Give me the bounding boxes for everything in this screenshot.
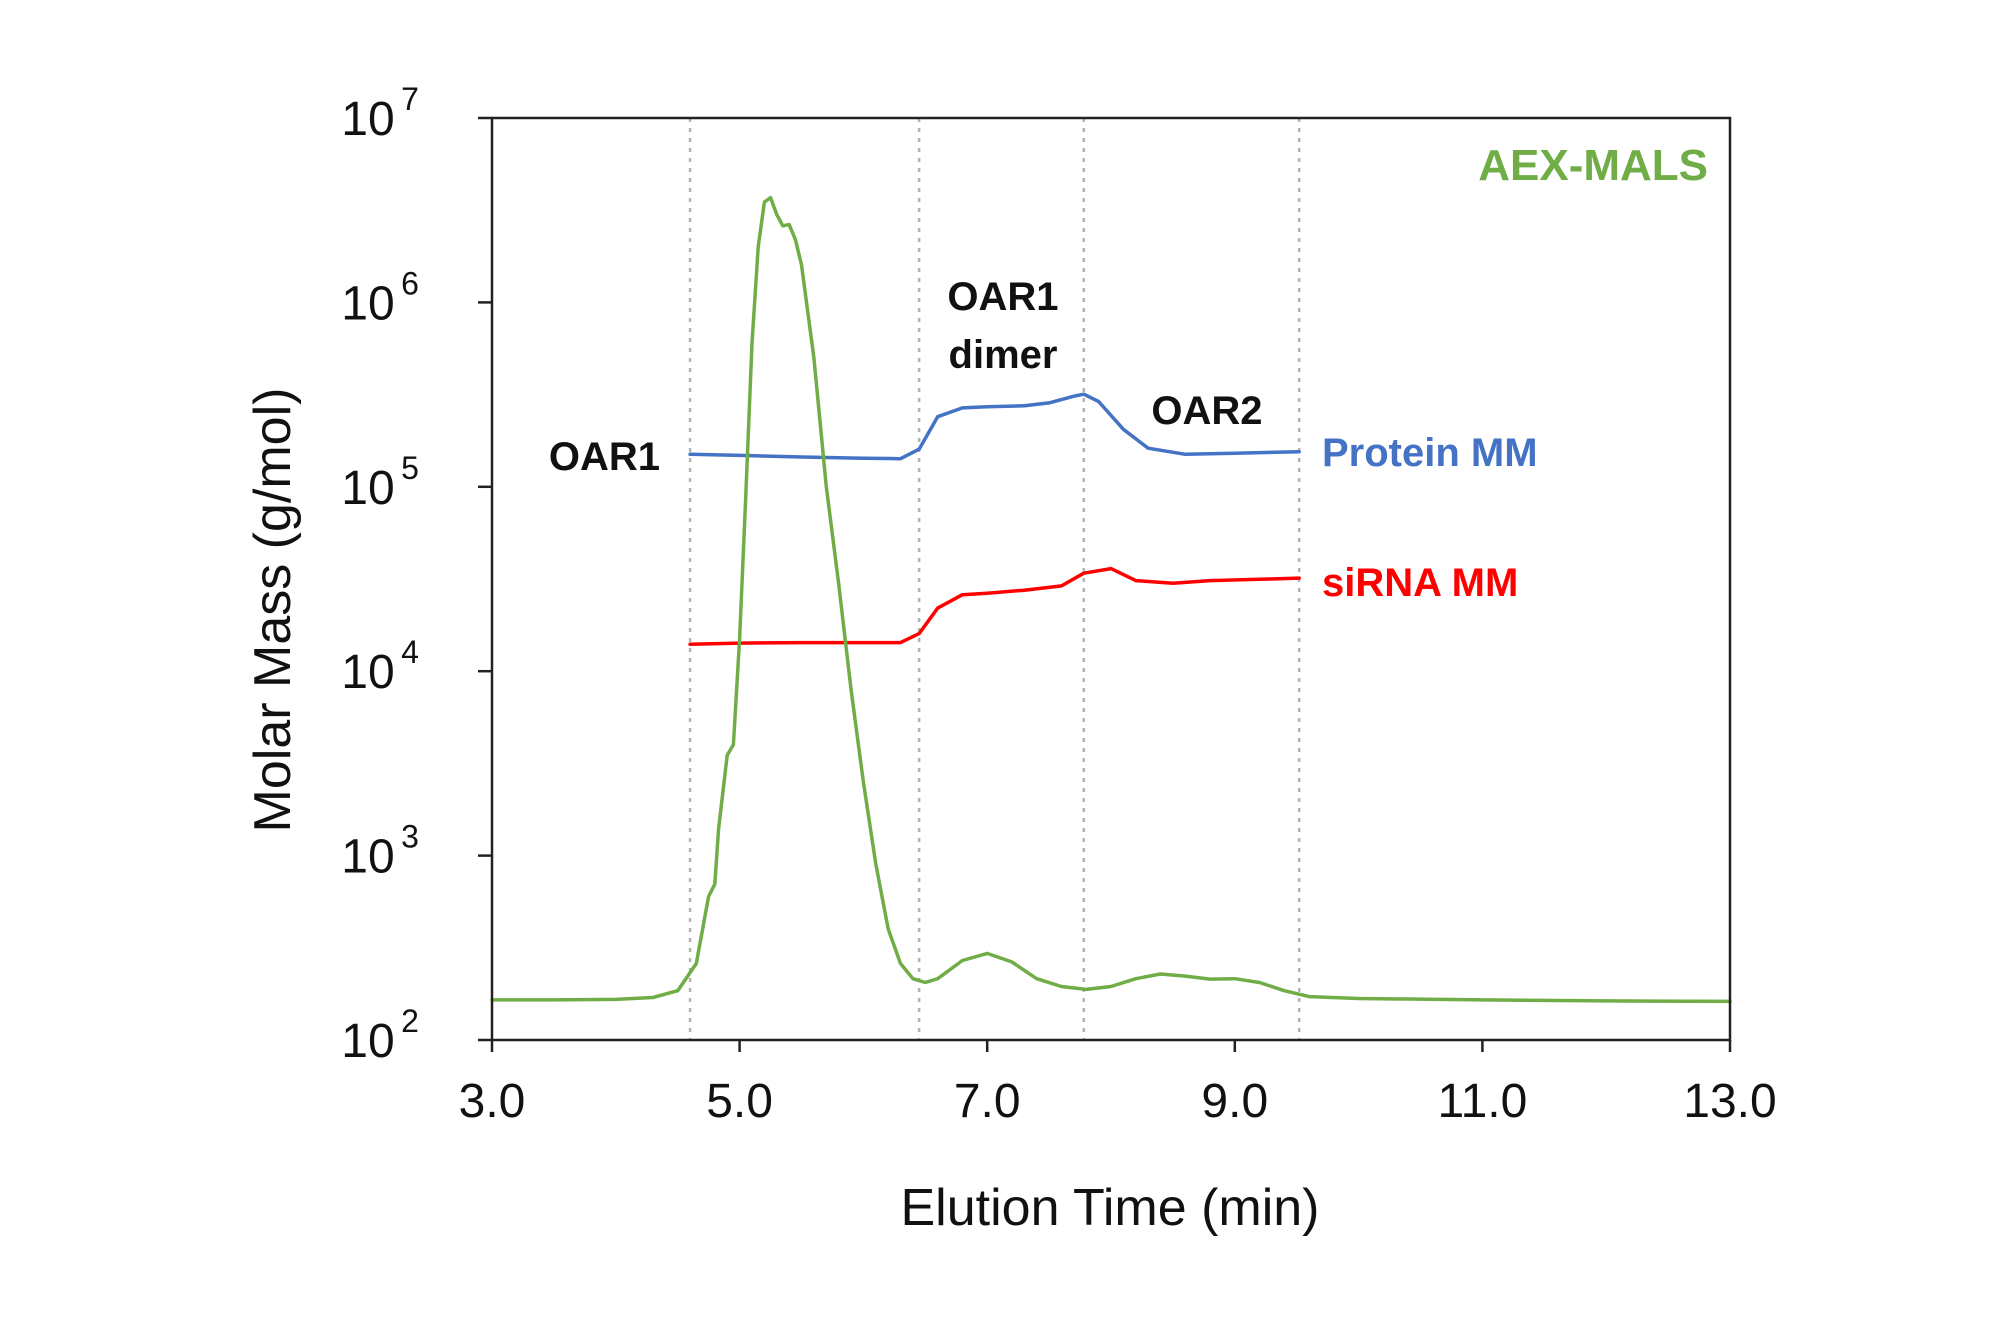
y-tick-exponent: 6 xyxy=(401,265,419,301)
series-lines xyxy=(490,195,1732,1004)
plot-frame xyxy=(490,116,1732,1042)
y-tick-label: 10 xyxy=(341,831,394,884)
y-tick-exponent: 3 xyxy=(401,819,419,855)
y-tick-label: 10 xyxy=(341,1015,394,1068)
panel-label: AEX-MALS xyxy=(1478,141,1708,190)
sirna-mm-label: siRNA MM xyxy=(1322,561,1518,605)
green-trace-line xyxy=(490,195,1732,1004)
y-tick-label: 10 xyxy=(341,277,394,330)
axes xyxy=(478,116,1732,1052)
protein-mm-label: Protein MM xyxy=(1322,431,1538,475)
oar1-dimer-label-line2: dimer xyxy=(949,333,1058,377)
x-tick-label: 9.0 xyxy=(1201,1075,1268,1128)
protein-mm-line xyxy=(688,392,1301,461)
y-tick-label: 10 xyxy=(341,93,394,146)
x-axis-title: Elution Time (min) xyxy=(901,1179,1320,1237)
x-tick-label: 3.0 xyxy=(459,1075,526,1128)
x-tick-label: 5.0 xyxy=(706,1075,773,1128)
y-tick-label: 10 xyxy=(341,646,394,699)
y-tick-exponent: 5 xyxy=(401,450,419,486)
y-tick-label: 10 xyxy=(341,462,394,515)
y-tick-exponent: 2 xyxy=(401,1003,419,1039)
x-tick-label: 7.0 xyxy=(954,1075,1021,1128)
oar1-dimer-label-line1: OAR1 xyxy=(947,275,1058,319)
y-tick-exponent: 7 xyxy=(401,81,419,117)
y-tick-exponent: 4 xyxy=(401,634,419,670)
x-tick-label: 11.0 xyxy=(1437,1075,1527,1128)
y-axis-title: Molar Mass (g/mol) xyxy=(244,388,302,833)
x-tick-label: 13.0 xyxy=(1683,1075,1776,1128)
sirna-mm-line xyxy=(688,566,1301,647)
oar1-label: OAR1 xyxy=(549,435,660,479)
oar2-label: OAR2 xyxy=(1151,389,1262,433)
